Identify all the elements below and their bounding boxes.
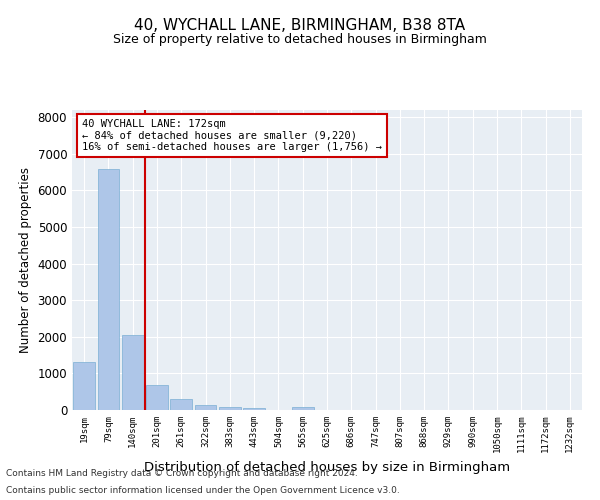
- Bar: [292, 407, 314, 410]
- Bar: [97, 170, 119, 410]
- X-axis label: Distribution of detached houses by size in Birmingham: Distribution of detached houses by size …: [144, 461, 510, 474]
- Bar: [243, 408, 265, 410]
- Text: Contains HM Land Registry data © Crown copyright and database right 2024.: Contains HM Land Registry data © Crown c…: [6, 468, 358, 477]
- Text: Size of property relative to detached houses in Birmingham: Size of property relative to detached ho…: [113, 32, 487, 46]
- Bar: [122, 334, 143, 410]
- Text: 40 WYCHALL LANE: 172sqm
← 84% of detached houses are smaller (9,220)
16% of semi: 40 WYCHALL LANE: 172sqm ← 84% of detache…: [82, 119, 382, 152]
- Bar: [73, 362, 95, 410]
- Bar: [170, 400, 192, 410]
- Y-axis label: Number of detached properties: Number of detached properties: [19, 167, 32, 353]
- Text: Contains public sector information licensed under the Open Government Licence v3: Contains public sector information licen…: [6, 486, 400, 495]
- Bar: [194, 405, 217, 410]
- Bar: [146, 385, 168, 410]
- Text: 40, WYCHALL LANE, BIRMINGHAM, B38 8TA: 40, WYCHALL LANE, BIRMINGHAM, B38 8TA: [134, 18, 466, 32]
- Bar: [219, 406, 241, 410]
